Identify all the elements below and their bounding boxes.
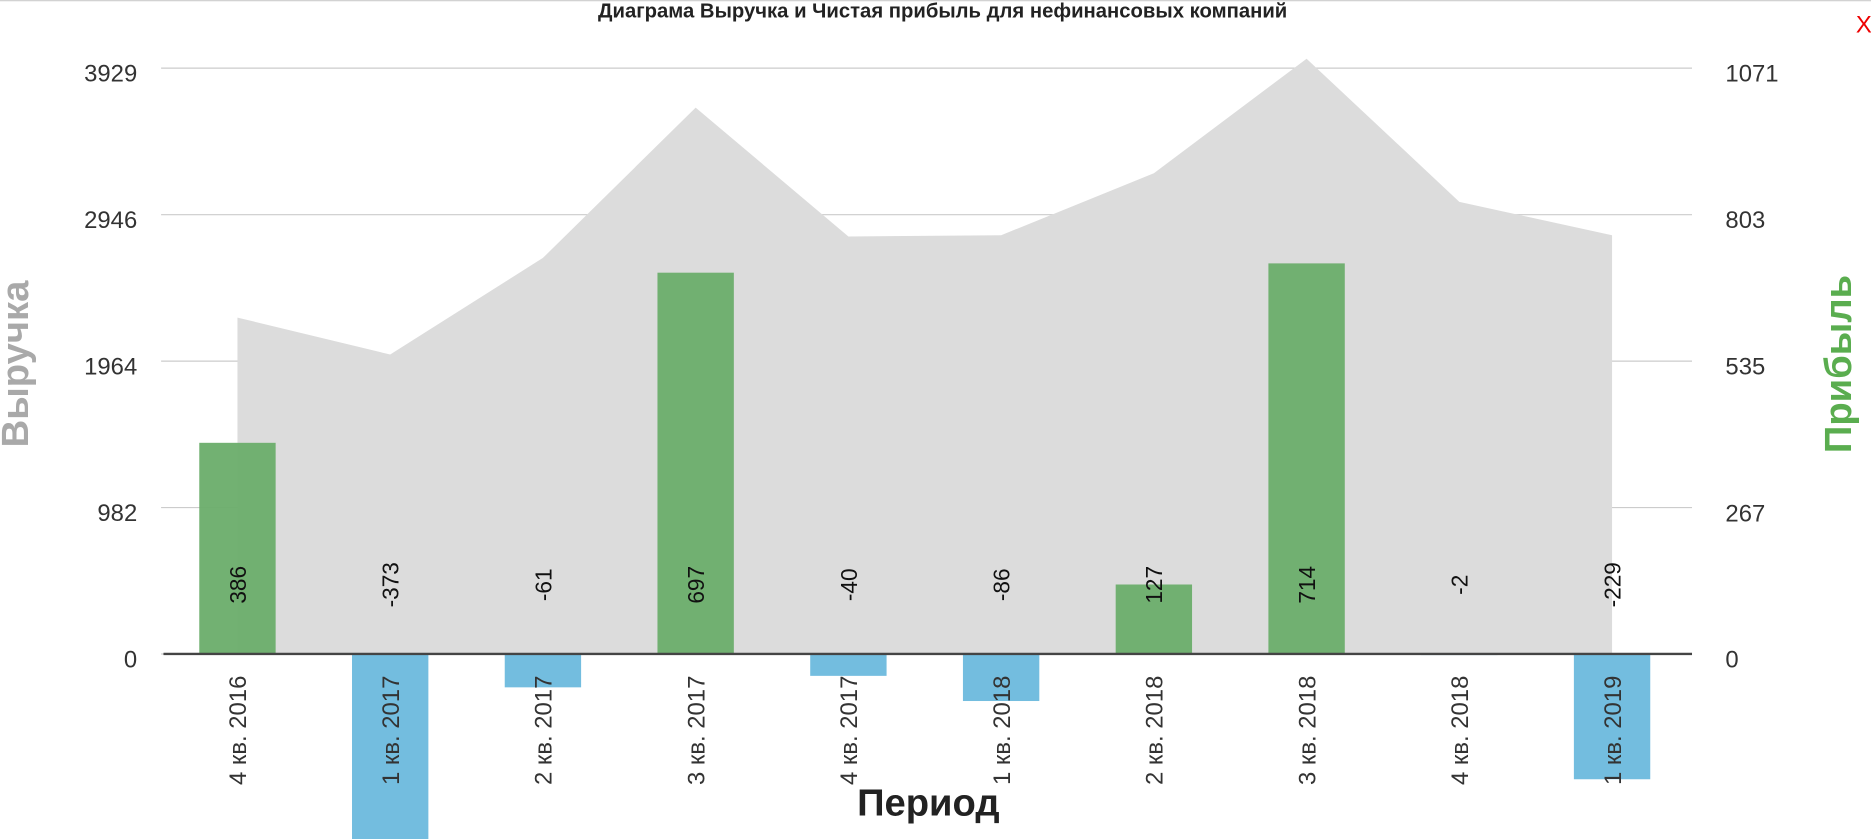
data-label: -2 bbox=[1447, 575, 1473, 595]
y-tick-label: 0 bbox=[124, 646, 137, 673]
data-label: 697 bbox=[683, 566, 709, 604]
bar bbox=[1573, 653, 1651, 780]
x-tick-label: 1 кв. 2017 bbox=[378, 676, 405, 785]
y-tick-label: 2946 bbox=[84, 207, 137, 234]
data-label: -373 bbox=[378, 562, 404, 607]
bar bbox=[1268, 263, 1345, 654]
bar bbox=[657, 272, 734, 654]
close-button[interactable]: X bbox=[1856, 12, 1871, 39]
y-tick-label: 1964 bbox=[84, 354, 137, 381]
y2-tick-label: 803 bbox=[1725, 207, 1765, 234]
y-tick-label: 982 bbox=[97, 500, 137, 527]
data-label: 127 bbox=[1141, 566, 1167, 604]
y2-tick-label: 0 bbox=[1725, 646, 1738, 673]
y-tick-label: 3929 bbox=[84, 61, 137, 88]
x-tick-label: 3 кв. 2018 bbox=[1294, 676, 1321, 785]
x-tick-label: 4 кв. 2016 bbox=[225, 676, 252, 785]
bar bbox=[1115, 584, 1193, 654]
bar bbox=[962, 653, 1040, 702]
x-tick-label: 1 кв. 2019 bbox=[1600, 676, 1627, 785]
x-tick-label: 1 кв. 2018 bbox=[989, 676, 1016, 785]
data-label: -86 bbox=[988, 568, 1014, 601]
bar bbox=[810, 653, 887, 676]
y2-tick-label: 267 bbox=[1725, 500, 1765, 527]
x-axis-title: Период bbox=[857, 782, 999, 825]
x-tick-label: 4 кв. 2018 bbox=[1447, 676, 1474, 785]
x-tick-label: 2 кв. 2018 bbox=[1142, 676, 1169, 785]
x-tick-label: 2 кв. 2017 bbox=[531, 676, 558, 785]
bar bbox=[504, 653, 582, 688]
data-label: -229 bbox=[1599, 562, 1625, 607]
y2-tick-label: 1071 bbox=[1725, 61, 1778, 88]
y2-axis-title: Прибыль bbox=[1817, 275, 1860, 453]
x-tick-label: 4 кв. 2017 bbox=[836, 676, 863, 785]
data-label: 714 bbox=[1294, 566, 1320, 604]
bar bbox=[199, 442, 276, 654]
x-tick-label: 3 кв. 2017 bbox=[683, 676, 710, 785]
bar bbox=[352, 653, 429, 839]
data-label: -40 bbox=[836, 568, 862, 601]
data-label: -61 bbox=[530, 568, 556, 601]
y2-tick-label: 535 bbox=[1725, 354, 1765, 381]
data-label: 386 bbox=[225, 566, 251, 604]
revenue-area bbox=[237, 58, 1613, 654]
chart-title: Диаграма Выручка и Чистая прибыль для не… bbox=[598, 0, 1287, 22]
y-axis-title: Выручка bbox=[0, 280, 37, 447]
